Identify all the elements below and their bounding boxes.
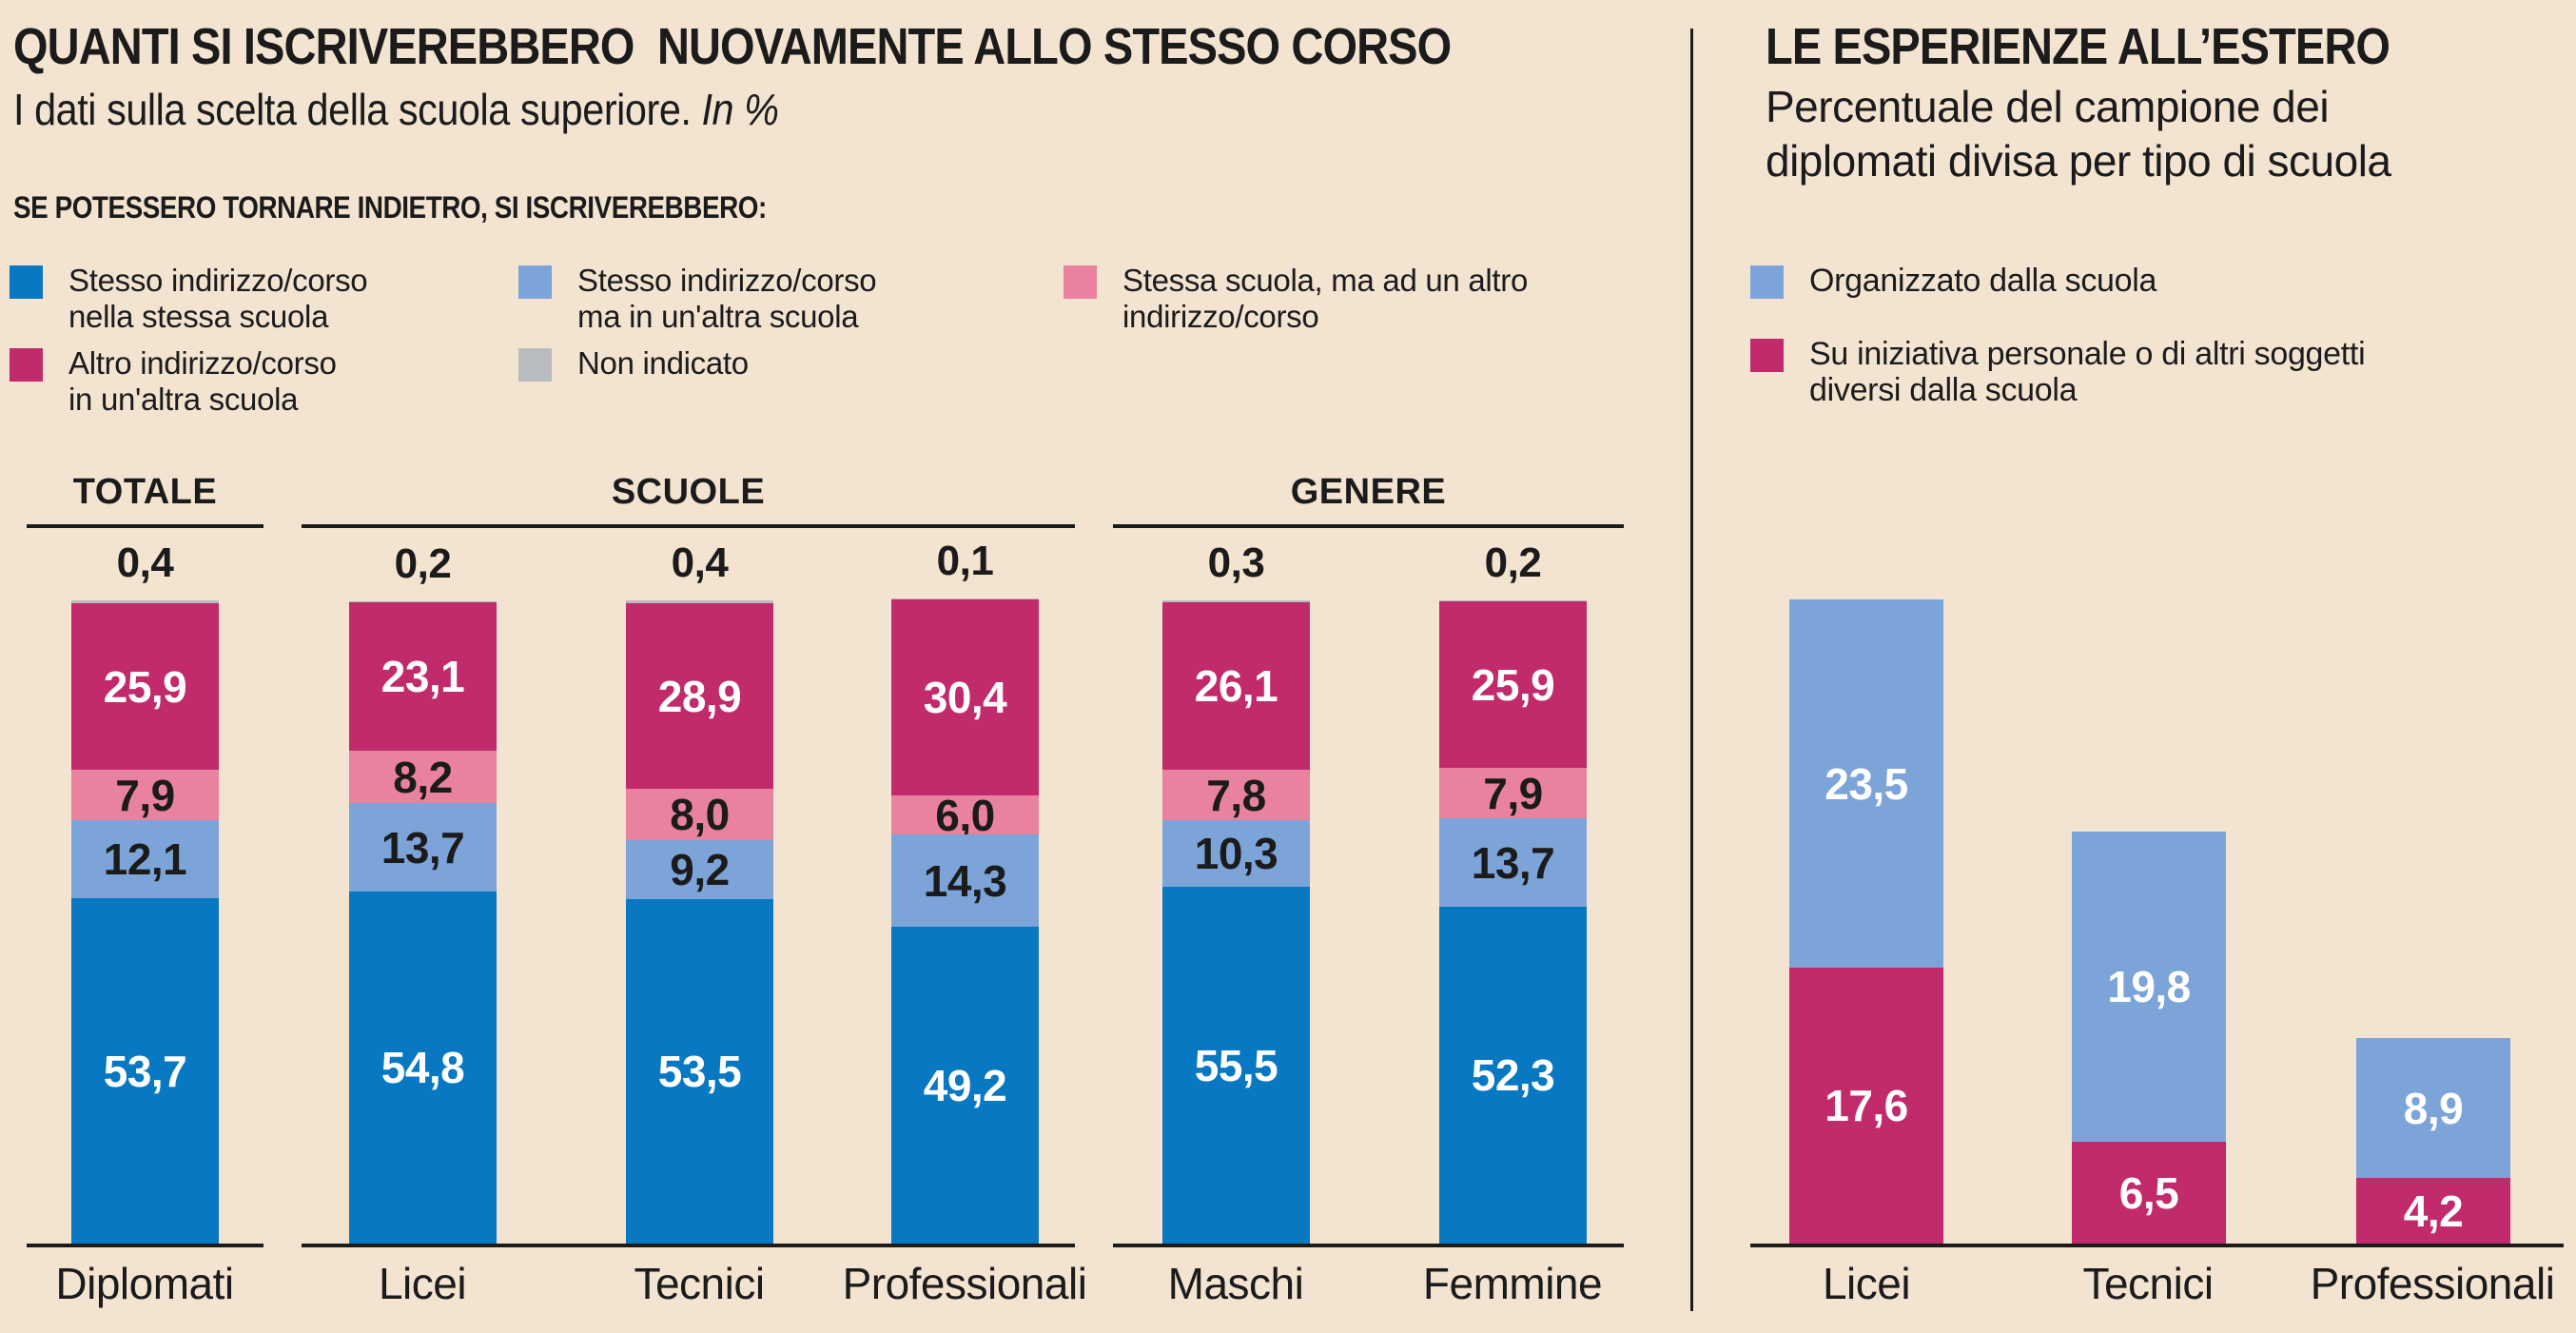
x-label-professionali: Professionali — [842, 1259, 1087, 1308]
segment-organized-by-school: 19,8 — [2072, 832, 2226, 1142]
segment-non-indicato — [891, 598, 1039, 599]
segment-same-course-same-school: 49,2 — [891, 927, 1039, 1244]
x-label-diplomati: Diplomati — [55, 1259, 234, 1308]
bar-top-value: 0,2 — [1484, 539, 1542, 586]
right-chart-subtitle: Percentuale del campione dei diplomati d… — [1766, 82, 2391, 186]
x-label-licei: Licei — [378, 1259, 467, 1308]
segment-other-course-other-school: 30,4 — [891, 599, 1039, 795]
bar-tecnici: 0,4 28,9 8,0 9,2 53,5 — [626, 539, 773, 1244]
segment-same-school-other-course: 6,0 — [891, 794, 1039, 837]
segment-non-indicato — [1439, 600, 1587, 601]
bar-femmine: 0,2 25,9 7,9 13,7 52,3 — [1439, 539, 1587, 1244]
segment-same-course-other-school: 10,3 — [1162, 820, 1310, 887]
segment-non-indicato — [349, 601, 497, 602]
group-header-totale: TOTALE — [27, 472, 263, 528]
baseline-scuole — [302, 1244, 1075, 1247]
legend-item-not-indicated: Non indicato — [518, 345, 749, 382]
left-chart-title: QUANTI SI ISCRIVEREBBERO NUOVAMENTE ALLO… — [13, 18, 1452, 75]
segment-same-school-other-course: 7,9 — [71, 770, 219, 820]
bar-diplomati: 0,4 25,9 7,9 12,1 53,7 — [71, 539, 219, 1244]
x-label-femmine: Femmine — [1422, 1259, 1603, 1308]
segment-personal-initiative: 6,5 — [2072, 1142, 2226, 1244]
legend-swatch-pink — [1064, 265, 1097, 299]
x-label-estero-professionali: Professionali — [2310, 1259, 2555, 1308]
bar-estero-tecnici: 19,8 6,5 — [2072, 832, 2226, 1244]
bar-estero-professionali: 8,9 4,2 — [2356, 1038, 2510, 1244]
segment-non-indicato — [1162, 600, 1310, 602]
segment-other-course-other-school: 23,1 — [349, 602, 497, 751]
segment-other-course-other-school: 25,9 — [1439, 601, 1587, 768]
bar-maschi: 0,3 26,1 7,8 10,3 55,5 — [1162, 539, 1310, 1244]
question-label: SE POTESSERO TORNARE INDIETRO, SI ISCRIV… — [13, 190, 767, 225]
segment-same-course-same-school: 54,8 — [349, 892, 497, 1244]
legend-swatch-light-blue — [1750, 265, 1784, 299]
legend-label: Stessa scuola, ma ad un altro indirizzo/… — [1122, 263, 1529, 334]
segment-same-course-other-school: 13,7 — [1439, 818, 1587, 907]
x-label-estero-tecnici: Tecnici — [2082, 1259, 2214, 1308]
segment-other-course-other-school: 25,9 — [71, 603, 219, 770]
left-subtitle-unit: In % — [701, 85, 779, 134]
right-chart-title: LE ESPERIENZE ALL’ESTERO — [1766, 18, 2391, 75]
segment-organized-by-school: 23,5 — [1789, 599, 1943, 968]
bar-estero-licei: 23,5 17,6 — [1789, 599, 1943, 1244]
segment-same-school-other-course: 8,0 — [626, 789, 773, 840]
segment-same-school-other-course: 8,2 — [349, 751, 497, 803]
segment-same-course-same-school: 52,3 — [1439, 907, 1587, 1244]
segment-same-course-same-school: 53,5 — [626, 899, 773, 1244]
legend-swatch-magenta — [10, 348, 43, 382]
legend-item-personal-initiative: Su iniziativa personale o di altri sogge… — [1750, 336, 2366, 408]
bar-top-value: 0,4 — [116, 539, 174, 586]
segment-same-course-same-school: 53,7 — [71, 898, 219, 1244]
legend-item-organized-by-school: Organizzato dalla scuola — [1750, 263, 2156, 299]
legend-swatch-blue — [10, 265, 43, 299]
group-header-scuole: SCUOLE — [302, 472, 1075, 528]
segment-other-course-other-school: 26,1 — [1162, 602, 1310, 770]
segment-same-course-other-school: 13,7 — [349, 803, 497, 892]
segment-same-course-other-school: 14,3 — [891, 834, 1039, 927]
bar-top-value: 0,2 — [394, 540, 452, 587]
segment-non-indicato — [71, 600, 219, 603]
segment-other-course-other-school: 28,9 — [626, 603, 773, 789]
legend-label: Non indicato — [577, 345, 749, 381]
legend-label: Stesso indirizzo/corso nella stessa scuo… — [68, 263, 368, 334]
legend-item-same-course-other-school: Stesso indirizzo/corso ma in un'altra sc… — [518, 263, 877, 335]
segment-same-course-other-school: 9,2 — [626, 840, 773, 899]
legend-item-other-course-other-school: Altro indirizzo/corso in un'altra scuola — [10, 345, 337, 418]
x-label-tecnici: Tecnici — [634, 1259, 765, 1308]
left-subtitle-text: I dati sulla scelta della scuola superio… — [13, 85, 692, 134]
segment-same-school-other-course: 7,8 — [1162, 770, 1310, 820]
legend-label: Altro indirizzo/corso in un'altra scuola — [68, 345, 337, 417]
baseline-estero — [1750, 1244, 2564, 1247]
bar-top-value: 0,4 — [671, 539, 729, 586]
legend-label: Su iniziativa personale o di altri sogge… — [1809, 336, 2366, 408]
segment-personal-initiative: 4,2 — [2356, 1178, 2510, 1244]
legend-item-same-course-same-school: Stesso indirizzo/corso nella stessa scuo… — [10, 263, 368, 335]
legend-label: Stesso indirizzo/corso ma in un'altra sc… — [577, 263, 877, 334]
segment-same-course-other-school: 12,1 — [71, 820, 219, 898]
segment-same-course-same-school: 55,5 — [1162, 887, 1310, 1244]
x-label-maschi: Maschi — [1167, 1259, 1304, 1308]
legend-label: Organizzato dalla scuola — [1809, 263, 2157, 299]
segment-organized-by-school: 8,9 — [2356, 1038, 2510, 1178]
legend-item-same-school-other-course: Stessa scuola, ma ad un altro indirizzo/… — [1064, 263, 1528, 335]
panel-divider — [1690, 29, 1693, 1311]
segment-same-school-other-course: 7,9 — [1439, 768, 1587, 818]
segment-personal-initiative: 17,6 — [1789, 968, 1943, 1244]
bar-professionali: 0,1 30,4 6,0 14,3 49,2 — [891, 538, 1039, 1244]
baseline-totale — [27, 1244, 263, 1247]
x-label-estero-licei: Licei — [1822, 1259, 1911, 1308]
segment-non-indicato — [626, 600, 773, 603]
bar-licei: 0,2 23,1 8,2 13,7 54,8 — [349, 540, 497, 1244]
legend-swatch-magenta — [1750, 339, 1784, 372]
baseline-genere — [1113, 1244, 1624, 1247]
bar-top-value: 0,3 — [1207, 539, 1265, 586]
bar-top-value: 0,1 — [936, 538, 994, 584]
group-header-genere: GENERE — [1113, 472, 1624, 528]
legend-swatch-gray — [518, 348, 552, 382]
left-chart-subtitle: I dati sulla scelta della scuola superio… — [13, 84, 864, 135]
legend-swatch-light-blue — [518, 265, 552, 299]
